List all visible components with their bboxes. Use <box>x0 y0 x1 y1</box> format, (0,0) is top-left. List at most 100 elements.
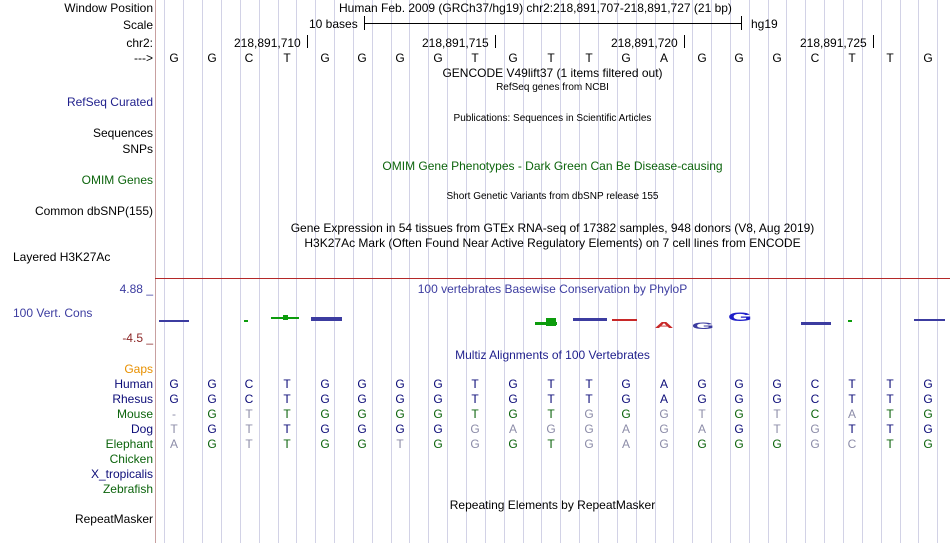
alignment-base: G <box>584 407 594 421</box>
h3k27ac-track-title[interactable]: H3K27Ac Mark (Often Found Near Active Re… <box>304 236 801 250</box>
alignment-base: T <box>283 407 291 421</box>
species-label-mouse[interactable]: Mouse <box>116 407 153 421</box>
repeatmasker-track-label[interactable]: RepeatMasker <box>74 512 153 526</box>
snps-track-label[interactable]: SNPs <box>122 142 153 156</box>
phylop-track-label[interactable]: 100 Vert. Cons <box>13 306 93 320</box>
phylop-track-title[interactable]: 100 vertebrates Basewise Conservation by… <box>417 282 688 296</box>
alignment-base: G <box>697 437 707 451</box>
sequence-base: T <box>886 51 894 65</box>
gtex-track-title[interactable]: Gene Expression in 54 tissues from GTEx … <box>290 221 815 235</box>
phylop-bar <box>283 315 288 320</box>
coord-tick-mark-3 <box>684 35 685 48</box>
alignment-base: G <box>923 377 933 391</box>
alignment-base: G <box>357 377 367 391</box>
omim-track-label[interactable]: OMIM Genes <box>81 173 153 187</box>
phylop-bar <box>535 322 557 325</box>
alignment-base: T <box>547 392 555 406</box>
alignment-base: G <box>697 377 707 391</box>
grid-line <box>391 0 392 543</box>
phylop-min-value: -4.5 _ <box>122 331 153 345</box>
alignment-base: G <box>433 407 443 421</box>
grid-border-line <box>155 0 156 543</box>
omim-track-title[interactable]: OMIM Gene Phenotypes - Dark Green Can Be… <box>382 159 723 173</box>
sequence-base: A <box>659 51 668 65</box>
grid-line <box>372 0 373 543</box>
coord-tick-mark-2 <box>495 35 496 48</box>
alignment-base: A <box>621 437 630 451</box>
dbsnp-track-label[interactable]: Common dbSNP(155) <box>34 204 153 218</box>
alignment-base: G <box>433 377 443 391</box>
sequence-base: T <box>283 51 291 65</box>
alignment-base: A <box>621 422 630 436</box>
grid-line <box>937 0 938 543</box>
scale-bar <box>364 23 741 24</box>
sequence-base: G <box>169 51 179 65</box>
refseq-track-subtitle[interactable]: RefSeq genes from NCBI <box>496 82 609 93</box>
alignment-base: G <box>169 392 179 406</box>
alignment-base: G <box>923 407 933 421</box>
sequence-base: G <box>207 51 217 65</box>
publications-track-title[interactable]: Publications: Sequences in Scientific Ar… <box>453 113 652 124</box>
sequence-base: G <box>697 51 707 65</box>
dbsnp-track-title[interactable]: Short Genetic Variants from dbSNP releas… <box>446 191 659 202</box>
alignment-base: G <box>508 437 518 451</box>
multiz-track-title[interactable]: Multiz Alignments of 100 Vertebrates <box>455 348 650 362</box>
grid-line <box>805 0 806 543</box>
alignment-base: A <box>169 437 178 451</box>
alignment-base: T <box>848 422 856 436</box>
coord-tick-mark-1 <box>307 35 308 48</box>
alignment-base: G <box>320 437 330 451</box>
alignment-base: G <box>508 392 518 406</box>
grid-line <box>636 0 637 543</box>
alignment-base: A <box>697 422 706 436</box>
sequence-base: G <box>433 51 443 65</box>
species-label-zebrafish[interactable]: Zebrafish <box>102 482 153 496</box>
repeatmasker-track-title[interactable]: Repeating Elements by RepeatMasker <box>449 498 656 512</box>
grid-line <box>617 0 618 543</box>
gencode-track-title[interactable]: GENCODE V49lift37 (1 items filtered out) <box>442 66 663 80</box>
alignment-base: G <box>697 392 707 406</box>
species-label-chicken[interactable]: Chicken <box>109 452 153 466</box>
alignment-base: C <box>244 392 254 406</box>
grid-line <box>296 0 297 543</box>
species-label-elephant[interactable]: Elephant <box>105 437 153 451</box>
grid-line <box>315 0 316 543</box>
sequence-base: G <box>508 51 518 65</box>
coord-tick-3: 218,891,720 <box>611 36 678 50</box>
phylop-bar <box>244 320 248 322</box>
alignment-base: G <box>320 422 330 436</box>
scale-text: 10 bases <box>309 17 358 31</box>
alignment-base: T <box>886 407 894 421</box>
alignment-base: T <box>886 392 894 406</box>
alignment-base: G <box>395 377 405 391</box>
alignment-base: G <box>433 437 443 451</box>
alignment-base: G <box>584 422 594 436</box>
species-label-human[interactable]: Human <box>114 377 153 391</box>
coord-tick-1: 218,891,710 <box>234 36 301 50</box>
alignment-base: T <box>471 392 479 406</box>
alignment-base: C <box>244 377 254 391</box>
h3k27ac-track-label[interactable]: Layered H3K27Ac <box>13 250 111 264</box>
alignment-base: G <box>734 422 744 436</box>
grid-line <box>485 0 486 543</box>
alignment-base: G <box>772 437 782 451</box>
species-label-x_tropicalis[interactable]: X_tropicalis <box>90 467 153 481</box>
strand-arrow-label: ---> <box>134 51 153 65</box>
alignment-base: G <box>433 422 443 436</box>
grid-line <box>259 0 260 543</box>
refseq-track-label[interactable]: RefSeq Curated <box>66 95 153 109</box>
sequence-base: G <box>357 51 367 65</box>
species-label-dog[interactable]: Dog <box>130 422 153 436</box>
alignment-base: G <box>546 422 556 436</box>
alignment-base: T <box>886 422 894 436</box>
alignment-base: T <box>245 422 253 436</box>
species-label-rhesus[interactable]: Rhesus <box>112 392 153 406</box>
grid-line <box>353 0 354 543</box>
grid-line <box>164 0 165 543</box>
alignment-base: G <box>320 377 330 391</box>
alignment-base: C <box>810 392 820 406</box>
alignment-base: A <box>847 407 856 421</box>
sequences-track-label[interactable]: Sequences <box>92 126 153 140</box>
alignment-base: G <box>508 407 518 421</box>
